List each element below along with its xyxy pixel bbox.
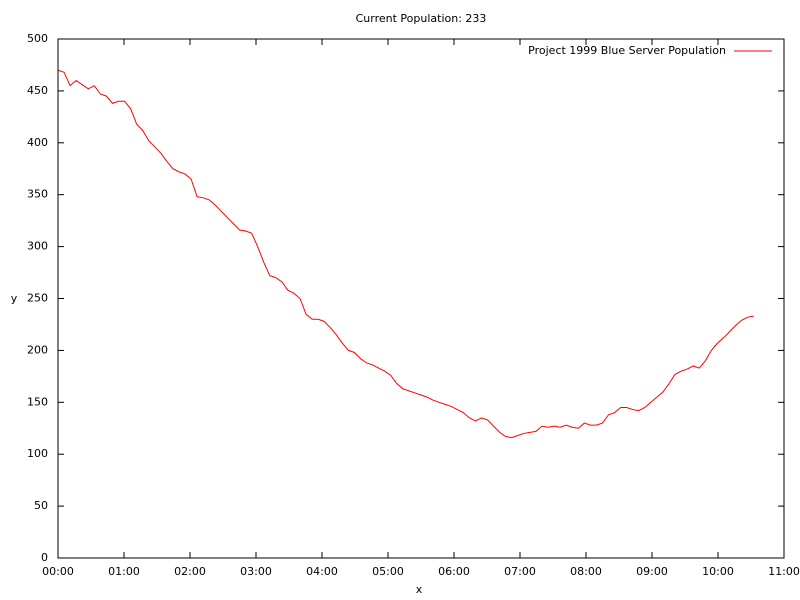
x-tick-label: 11:00 — [768, 565, 800, 578]
x-tick-label: 02:00 — [174, 565, 206, 578]
y-tick-label: 250 — [27, 292, 48, 305]
chart-title: Current Population: 233 — [356, 12, 487, 25]
x-tick-label: 04:00 — [306, 565, 338, 578]
x-tick-label: 10:00 — [702, 565, 734, 578]
y-tick-label: 500 — [27, 32, 48, 45]
legend-label: Project 1999 Blue Server Population — [528, 44, 726, 57]
y-axis-label: y — [11, 292, 18, 305]
y-tick-label: 50 — [34, 499, 48, 512]
y-tick-label: 400 — [27, 136, 48, 149]
x-tick-label: 01:00 — [108, 565, 140, 578]
y-tick-label: 100 — [27, 447, 48, 460]
plot-frame — [57, 38, 785, 559]
x-tick-label: 09:00 — [636, 565, 668, 578]
y-tick-label: 0 — [41, 551, 48, 564]
x-tick-label: 07:00 — [504, 565, 536, 578]
y-tick-label: 150 — [27, 395, 48, 408]
x-tick-label: 05:00 — [372, 565, 404, 578]
data-line — [57, 69, 754, 439]
y-tick-label: 300 — [27, 240, 48, 253]
x-axis-label: x — [416, 583, 423, 596]
y-tick-label: 450 — [27, 84, 48, 97]
x-tick-label: 06:00 — [438, 565, 470, 578]
y-tick-label: 350 — [27, 188, 48, 201]
x-tick-label: 08:00 — [570, 565, 602, 578]
x-tick-label: 03:00 — [240, 565, 272, 578]
x-tick-label: 00:00 — [42, 565, 74, 578]
y-tick-label: 200 — [27, 343, 48, 356]
